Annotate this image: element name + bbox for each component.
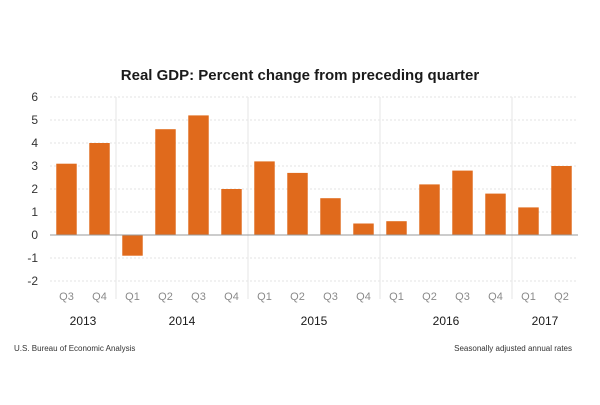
bar [551,166,572,235]
bar [56,163,77,235]
x-tick-label: Q4 [356,291,371,303]
bar [221,189,242,235]
chart-title: Real GDP: Percent change from preceding … [121,67,480,84]
bar [320,198,341,235]
y-tick-label: 3 [31,159,38,173]
bar [287,172,308,235]
x-tick-label: Q1 [125,291,140,303]
bar [89,143,110,235]
bar [188,115,209,235]
year-label: 2017 [532,314,559,328]
x-tick-label: Q3 [455,291,470,303]
year-label: 2014 [169,314,196,328]
year-labels: 2013 2014 2015 2016 2017 [70,314,559,328]
y-tick-label: 2 [31,182,38,196]
x-tick-label: Q3 [59,291,74,303]
bar [518,207,539,235]
x-tick-label: Q3 [323,291,338,303]
x-tick-label: Q4 [488,291,503,303]
y-tick-label: 6 [31,90,38,104]
bar [419,184,440,235]
x-tick-label: Q1 [521,291,536,303]
bars [56,115,572,256]
bar [386,221,407,235]
units-note: Seasonally adjusted annual rates [454,344,572,353]
source-note: U.S. Bureau of Economic Analysis [14,344,135,353]
bar [122,235,143,256]
bar [254,161,275,235]
y-tick-label: 1 [31,205,38,219]
x-tick-label: Q4 [92,291,107,303]
x-tick-label: Q3 [191,291,206,303]
x-tick-label: Q2 [158,291,173,303]
gridlines [50,96,578,282]
x-tick-label: Q2 [422,291,437,303]
y-tick-label: -1 [27,251,38,265]
y-tick-label: 5 [31,113,38,127]
x-tick-label: Q2 [554,291,569,303]
y-tick-label: 0 [31,228,38,242]
x-tick-label: Q1 [389,291,404,303]
y-tick-label: 4 [31,136,38,150]
year-label: 2016 [433,314,460,328]
year-dividers [115,97,513,299]
x-axis-ticks: Q3 Q4 Q1 Q2 Q3 Q4 Q1 Q2 Q3 Q4 Q1 Q2 Q3 Q4 Q1 Q2 [59,291,569,303]
bar [452,170,473,235]
x-tick-label: Q4 [224,291,239,303]
bar [485,193,506,235]
y-tick-label: -2 [27,274,38,288]
x-tick-label: Q2 [290,291,305,303]
x-tick-label: Q1 [257,291,272,303]
year-label: 2013 [70,314,97,328]
bar [155,129,176,235]
year-label: 2015 [301,314,328,328]
y-axis-ticks: -2 -1 0 1 2 3 4 5 6 [27,90,38,288]
bar [353,223,374,235]
